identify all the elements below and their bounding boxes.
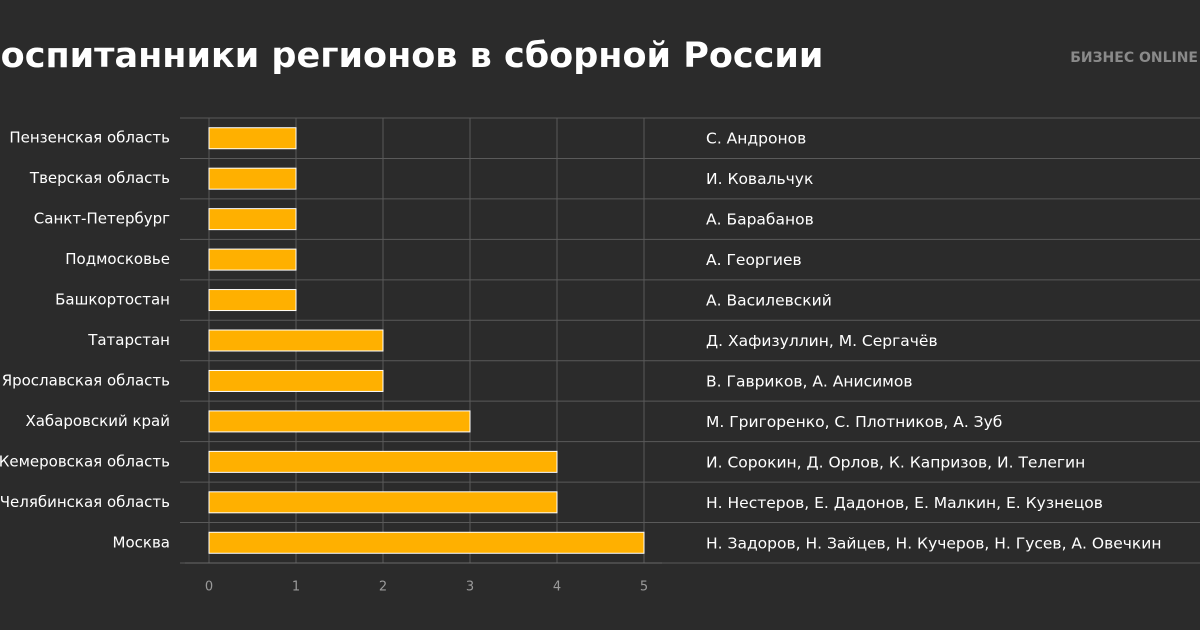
bar bbox=[208, 531, 645, 554]
logo: БИЗНЕС ONLINE bbox=[1070, 50, 1198, 66]
annotation: Д. Хафизуллин, М. Сергачёв bbox=[706, 332, 938, 350]
y-tick-label: Хабаровский край bbox=[25, 412, 170, 430]
bar bbox=[208, 491, 558, 514]
annotation: И. Сорокин, Д. Орлов, К. Капризов, И. Те… bbox=[706, 453, 1085, 471]
y-tick-label: Подмосковье bbox=[65, 250, 170, 268]
bar bbox=[208, 248, 297, 271]
x-tick-label: 5 bbox=[640, 580, 648, 595]
annotation: Н. Задоров, Н. Зайцев, Н. Кучеров, Н. Гу… bbox=[706, 534, 1161, 552]
y-tick-label: Челябинская область bbox=[0, 493, 170, 511]
bar bbox=[208, 410, 471, 433]
annotation: А. Василевский bbox=[706, 292, 832, 310]
bar bbox=[208, 289, 297, 312]
annotation: В. Гавриков, А. Анисимов bbox=[706, 372, 913, 390]
annotation: И. Ковальчук bbox=[706, 170, 813, 188]
y-tick-label: Башкортостан bbox=[55, 291, 170, 309]
y-tick-label: Санкт-Петербург bbox=[34, 210, 170, 228]
y-tick-label: Тверская область bbox=[29, 169, 170, 187]
y-tick-label: Ярославская область bbox=[2, 371, 170, 389]
y-tick-label: Татарстан bbox=[87, 331, 170, 349]
y-tick-label: Москва bbox=[113, 533, 170, 551]
y-tick-label: Пензенская область bbox=[9, 129, 170, 147]
annotation: М. Григоренко, С. Плотников, А. Зуб bbox=[706, 413, 1002, 431]
y-tick-label: Кемеровская область bbox=[0, 452, 170, 470]
bar bbox=[208, 369, 384, 392]
bar bbox=[208, 208, 297, 231]
annotation: А. Георгиев bbox=[706, 251, 802, 269]
bar bbox=[208, 329, 384, 352]
annotation: Н. Нестеров, Е. Дадонов, Е. Малкин, Е. К… bbox=[706, 494, 1103, 512]
x-tick-label: 4 bbox=[553, 580, 561, 595]
x-tick-label: 1 bbox=[292, 580, 300, 595]
x-tick-label: 2 bbox=[379, 580, 387, 595]
x-tick-label: 0 bbox=[205, 580, 213, 595]
bar bbox=[208, 167, 297, 190]
chart-title: Воспитанники регионов в сборной России bbox=[0, 36, 823, 76]
bar bbox=[208, 127, 297, 150]
annotation: А. Барабанов bbox=[706, 211, 814, 229]
bar bbox=[208, 450, 558, 473]
x-tick-label: 3 bbox=[466, 580, 474, 595]
annotation: С. Андронов bbox=[706, 130, 806, 148]
